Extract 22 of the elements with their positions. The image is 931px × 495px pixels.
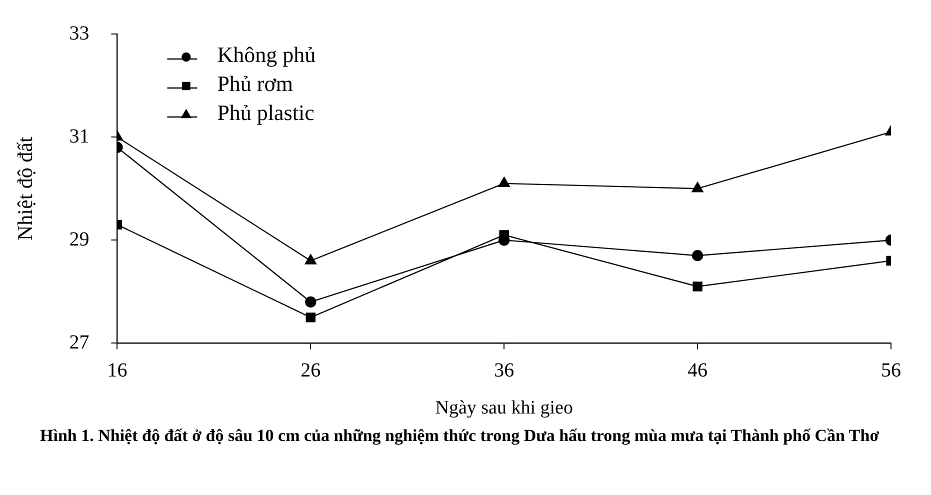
- point: [692, 250, 704, 262]
- x-tick-label: 16: [107, 359, 128, 382]
- legend-label: Không phủ: [217, 42, 316, 67]
- y-axis-title: Nhiệt độ đất: [13, 136, 38, 241]
- legend-label: Phủ plastic: [217, 100, 315, 125]
- x-tick-label: 46: [688, 359, 708, 382]
- point: [306, 312, 316, 322]
- y-tick-label: 29: [69, 228, 90, 250]
- text: Hình 1. Nhiệt độ đất ở độ sâu 10 cm của những nghiệm thức trong Dưa hấu trong mùa mưa tại Thành phố Cần Thơ: [40, 425, 880, 447]
- y-tick-label: 31: [69, 125, 90, 148]
- point: [692, 182, 704, 192]
- legend-label: Phủ rơm: [217, 70, 294, 96]
- y-tick-label: 27: [69, 331, 90, 354]
- x-tick-label: 36: [494, 359, 514, 382]
- point: [305, 296, 316, 308]
- point: [304, 254, 316, 264]
- point: [498, 176, 510, 188]
- y-tick-label: 33: [69, 22, 90, 44]
- x-axis-title: Ngày sau khi gieo: [435, 398, 573, 419]
- x-tick-label: 26: [300, 359, 321, 382]
- point: [692, 282, 702, 292]
- x-tick-label: 56: [881, 359, 901, 382]
